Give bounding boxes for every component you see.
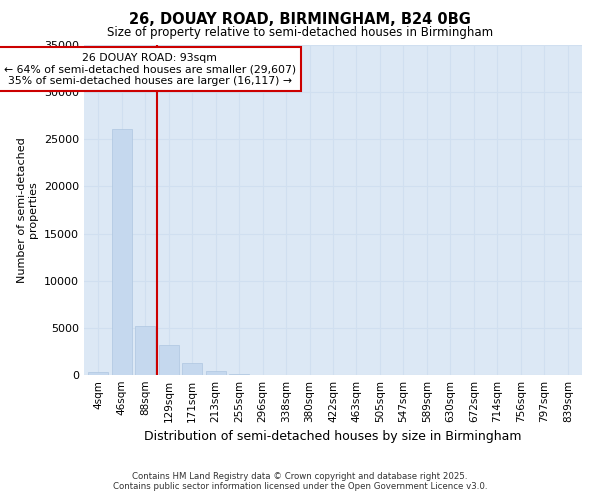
Text: Contains HM Land Registry data © Crown copyright and database right 2025.
Contai: Contains HM Land Registry data © Crown c… — [113, 472, 487, 491]
Text: Size of property relative to semi-detached houses in Birmingham: Size of property relative to semi-detach… — [107, 26, 493, 39]
Bar — [182, 362, 202, 375]
X-axis label: Distribution of semi-detached houses by size in Birmingham: Distribution of semi-detached houses by … — [144, 430, 522, 444]
Bar — [112, 129, 131, 375]
Text: 26 DOUAY ROAD: 93sqm
← 64% of semi-detached houses are smaller (29,607)
35% of s: 26 DOUAY ROAD: 93sqm ← 64% of semi-detac… — [4, 52, 296, 86]
Y-axis label: Number of semi-detached
properties: Number of semi-detached properties — [17, 137, 38, 283]
Text: 26, DOUAY ROAD, BIRMINGHAM, B24 0BG: 26, DOUAY ROAD, BIRMINGHAM, B24 0BG — [129, 12, 471, 28]
Bar — [206, 372, 226, 375]
Bar — [158, 345, 179, 375]
Bar — [135, 326, 155, 375]
Bar — [88, 372, 108, 375]
Bar — [229, 374, 249, 375]
